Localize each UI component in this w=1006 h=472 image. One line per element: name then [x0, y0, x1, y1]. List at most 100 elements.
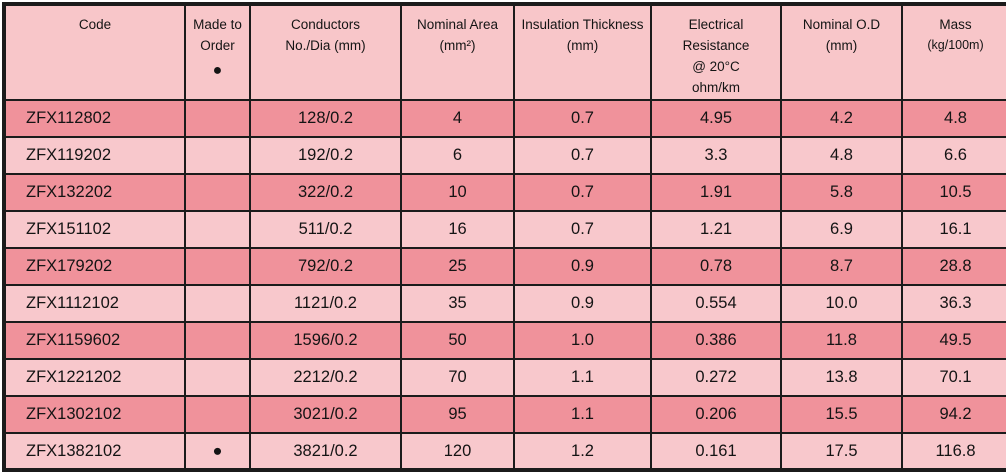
cell-nominal-area: 25 — [400, 247, 515, 286]
col-header-electrical-resistance-label-line3: @ 20°C — [692, 59, 740, 74]
cell-mass: 70.1 — [901, 358, 1006, 397]
cell-mass: 49.5 — [901, 321, 1006, 360]
cell-nominal-area: 4 — [400, 99, 515, 138]
cell-insulation-thickness: 0.7 — [513, 136, 652, 175]
table-row: ZFX112802 128/0.2 4 0.7 4.95 4.2 4.8 — [3, 99, 1006, 138]
col-header-mass-label-line1: Mass — [939, 17, 972, 32]
cell-conductors: 322/0.2 — [249, 173, 402, 212]
cell-electrical-resistance: 1.91 — [650, 173, 782, 212]
col-header-code: Code — [3, 3, 186, 101]
cell-nominal-od: 11.8 — [780, 321, 903, 360]
cell-code: ZFX179202 — [3, 247, 186, 286]
cell-electrical-resistance: 0.206 — [650, 395, 782, 434]
col-header-electrical-resistance-label-line1: Electrical — [688, 17, 744, 32]
col-header-conductors-label-line2: No./Dia (mm) — [285, 38, 366, 53]
cell-made-to-order — [184, 321, 251, 360]
cell-electrical-resistance: 1.21 — [650, 210, 782, 249]
col-header-nominal-od-label-line1: Nominal O.D — [802, 17, 881, 32]
col-header-electrical-resistance: Electrical Resistance @ 20°C ohm/km — [650, 3, 782, 101]
cell-nominal-area: 95 — [400, 395, 515, 434]
cell-made-to-order — [184, 210, 251, 249]
cell-nominal-area: 50 — [400, 321, 515, 360]
cell-insulation-thickness: 0.7 — [513, 210, 652, 249]
col-header-nominal-od-label-line2: (mm) — [825, 38, 858, 53]
cell-made-to-order — [184, 284, 251, 323]
col-header-conductors: Conductors No./Dia (mm) — [249, 3, 402, 101]
cell-conductors: 192/0.2 — [249, 136, 402, 175]
cell-insulation-thickness: 0.9 — [513, 247, 652, 286]
col-header-nominal-area: Nominal Area (mm²) — [400, 3, 515, 101]
cell-nominal-od: 6.9 — [780, 210, 903, 249]
cell-conductors: 511/0.2 — [249, 210, 402, 249]
cell-nominal-od: 13.8 — [780, 358, 903, 397]
cell-electrical-resistance: 0.78 — [650, 247, 782, 286]
col-header-code-label: Code — [78, 17, 112, 32]
cell-code: ZFX119202 — [3, 136, 186, 175]
cell-insulation-thickness: 1.1 — [513, 358, 652, 397]
cell-mass: 4.8 — [901, 99, 1006, 138]
cell-conductors: 3821/0.2 — [249, 432, 402, 471]
cell-mass: 36.3 — [901, 284, 1006, 323]
cell-made-to-order: ● — [184, 432, 251, 471]
cell-insulation-thickness: 0.9 — [513, 284, 652, 323]
cell-code: ZFX132202 — [3, 173, 186, 212]
table-row: ZFX151102 511/0.2 16 0.7 1.21 6.9 16.1 — [3, 210, 1006, 249]
col-header-insulation-thickness: Insulation Thickness (mm) — [513, 3, 652, 101]
col-header-conductors-label-line1: Conductors — [290, 17, 361, 32]
col-header-electrical-resistance-label-line4: ohm/km — [691, 80, 740, 95]
cell-code: ZFX1382102 — [3, 432, 186, 471]
col-header-nominal-area-label-line1: Nominal Area — [416, 17, 499, 32]
col-header-made-to-order: Made to Order ● — [184, 3, 251, 101]
table-row: ZFX1221202 2212/0.2 70 1.1 0.272 13.8 70… — [3, 358, 1006, 397]
cell-code: ZFX1302102 — [3, 395, 186, 434]
cell-conductors: 128/0.2 — [249, 99, 402, 138]
cell-code: ZFX1112102 — [3, 284, 186, 323]
col-header-insulation-thickness-label-line2: (mm) — [566, 38, 599, 53]
cell-nominal-area: 6 — [400, 136, 515, 175]
table-row: ZFX1159602 1596/0.2 50 1.0 0.386 11.8 49… — [3, 321, 1006, 360]
col-header-made-to-order-label-line1: Made to — [193, 17, 242, 32]
cell-nominal-od: 10.0 — [780, 284, 903, 323]
cell-electrical-resistance: 0.161 — [650, 432, 782, 471]
cell-electrical-resistance: 0.554 — [650, 284, 782, 323]
cell-conductors: 792/0.2 — [249, 247, 402, 286]
col-header-made-to-order-label-line2: Order — [200, 38, 235, 53]
table-row: ZFX1302102 3021/0.2 95 1.1 0.206 15.5 94… — [3, 395, 1006, 434]
cell-nominal-od: 4.8 — [780, 136, 903, 175]
cell-mass: 10.5 — [901, 173, 1006, 212]
cell-code: ZFX1221202 — [3, 358, 186, 397]
table-row: ZFX179202 792/0.2 25 0.9 0.78 8.7 28.8 — [3, 247, 1006, 286]
cell-insulation-thickness: 0.7 — [513, 173, 652, 212]
table-row: ZFX119202 192/0.2 6 0.7 3.3 4.8 6.6 — [3, 136, 1006, 175]
cell-insulation-thickness: 0.7 — [513, 99, 652, 138]
table-header: Code Made to Order ● Conductors No./Dia … — [3, 3, 1006, 101]
cell-electrical-resistance: 3.3 — [650, 136, 782, 175]
cell-insulation-thickness: 1.1 — [513, 395, 652, 434]
made-to-order-dot-icon: ● — [212, 62, 223, 79]
cell-mass: 16.1 — [901, 210, 1006, 249]
cell-code: ZFX1159602 — [3, 321, 186, 360]
cell-nominal-od: 8.7 — [780, 247, 903, 286]
cell-conductors: 1121/0.2 — [249, 284, 402, 323]
col-header-nominal-od: Nominal O.D (mm) — [780, 3, 903, 101]
cell-code: ZFX112802 — [3, 99, 186, 138]
table-row: ZFX1112102 1121/0.2 35 0.9 0.554 10.0 36… — [3, 284, 1006, 323]
col-header-mass-label-line2: (kg/100m) — [927, 38, 984, 52]
cell-insulation-thickness: 1.2 — [513, 432, 652, 471]
cell-conductors: 1596/0.2 — [249, 321, 402, 360]
cell-code: ZFX151102 — [3, 210, 186, 249]
table-row: ZFX1382102 ● 3821/0.2 120 1.2 0.161 17.5… — [3, 432, 1006, 471]
cell-nominal-area: 35 — [400, 284, 515, 323]
cell-conductors: 2212/0.2 — [249, 358, 402, 397]
cell-made-to-order — [184, 99, 251, 138]
cell-nominal-area: 10 — [400, 173, 515, 212]
cell-made-to-order — [184, 358, 251, 397]
col-header-mass: Mass (kg/100m) — [901, 3, 1006, 101]
cell-made-to-order — [184, 247, 251, 286]
cell-nominal-od: 17.5 — [780, 432, 903, 471]
cell-made-to-order — [184, 173, 251, 212]
cell-nominal-area: 70 — [400, 358, 515, 397]
table-row: ZFX132202 322/0.2 10 0.7 1.91 5.8 10.5 — [3, 173, 1006, 212]
cell-electrical-resistance: 0.272 — [650, 358, 782, 397]
